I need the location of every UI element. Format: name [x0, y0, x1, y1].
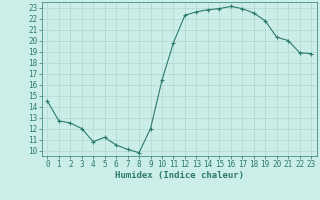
- X-axis label: Humidex (Indice chaleur): Humidex (Indice chaleur): [115, 171, 244, 180]
